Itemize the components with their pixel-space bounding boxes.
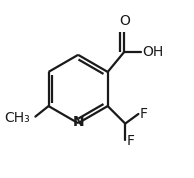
Text: OH: OH [142, 45, 163, 59]
Text: CH₃: CH₃ [5, 111, 30, 125]
Text: O: O [120, 14, 130, 28]
Text: N: N [72, 115, 84, 129]
Text: F: F [127, 134, 135, 148]
Text: F: F [140, 107, 148, 121]
